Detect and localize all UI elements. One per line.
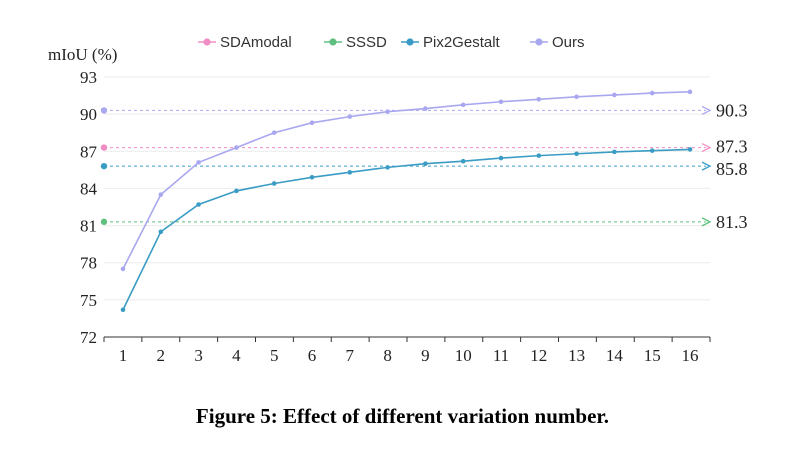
x-tick-label: 8 xyxy=(383,346,392,365)
grid-lines xyxy=(104,76,710,301)
data-point xyxy=(460,158,466,164)
y-tick-label: 84 xyxy=(80,179,98,198)
x-tick-label: 3 xyxy=(194,346,203,365)
data-point xyxy=(612,92,617,98)
legend-label: SDAmodal xyxy=(220,34,292,51)
data-point xyxy=(687,89,693,95)
data-point xyxy=(385,109,390,114)
legend-swatch-marker xyxy=(203,38,211,46)
data-point xyxy=(158,192,164,197)
x-tick-label: 9 xyxy=(421,346,430,365)
x-tick-label: 13 xyxy=(568,346,585,365)
baseline-marker xyxy=(100,107,108,114)
arrow-icon xyxy=(701,142,712,153)
data-point xyxy=(234,188,239,194)
legend-label: SSSD xyxy=(346,34,387,51)
x-tick-label: 16 xyxy=(682,346,699,365)
data-point xyxy=(196,160,201,165)
legend-label: Pix2Gestalt xyxy=(423,34,501,51)
data-point xyxy=(687,147,693,152)
data-point xyxy=(423,106,428,111)
baseline-value-label: 85.8 xyxy=(716,159,748,179)
arrow-icon xyxy=(701,161,712,171)
data-point xyxy=(574,151,579,157)
data-point xyxy=(158,229,164,235)
data-point xyxy=(649,90,655,96)
y-tick-label: 75 xyxy=(80,291,97,310)
x-tick-label: 14 xyxy=(606,346,624,365)
x-tick-label: 12 xyxy=(530,346,547,365)
x-tick-label: 6 xyxy=(308,346,317,365)
legend-swatch-marker xyxy=(535,38,543,46)
legend-swatch-marker xyxy=(329,38,337,46)
data-point xyxy=(347,170,353,175)
y-tick-label: 81 xyxy=(80,217,97,236)
y-tick-label: 93 xyxy=(80,68,97,87)
series-line xyxy=(122,91,691,270)
arrow-icon xyxy=(701,217,712,227)
x-tick-label: 11 xyxy=(493,346,509,365)
x-tick-label: 4 xyxy=(232,346,241,365)
legend: SDAmodal SSSD Pix2Gestalt Ours xyxy=(198,34,585,51)
arrow-icon xyxy=(701,105,712,116)
data-point xyxy=(498,99,504,105)
legend-item: SSSD xyxy=(324,34,387,51)
legend-item: Pix2Gestalt xyxy=(401,34,501,51)
data-point xyxy=(460,102,466,108)
x-tick-label: 5 xyxy=(270,346,279,365)
baseline-value-label: 90.3 xyxy=(716,100,748,120)
x-tick-label: 10 xyxy=(455,346,472,365)
data-point xyxy=(347,114,353,119)
x-tick-label: 15 xyxy=(644,346,661,365)
data-point xyxy=(271,181,277,186)
data-point xyxy=(385,165,390,170)
x-tick-label: 1 xyxy=(119,346,128,365)
baseline-marker xyxy=(100,218,108,226)
data-point xyxy=(234,145,239,150)
series-line xyxy=(122,148,691,311)
legend-label: Ours xyxy=(552,34,585,51)
x-tick-label: 2 xyxy=(157,346,166,365)
y-tick-label: 72 xyxy=(80,328,97,347)
data-point xyxy=(120,307,126,313)
baseline-lines: 87.3 81.3 85.8 90.3 xyxy=(100,100,748,232)
data-point xyxy=(309,174,315,180)
data-point xyxy=(536,96,542,102)
legend-swatch-marker xyxy=(406,38,414,46)
baseline-value-label: 87.3 xyxy=(716,137,748,157)
data-point xyxy=(423,161,428,166)
data-point xyxy=(196,202,201,207)
baseline-marker xyxy=(100,162,108,170)
data-point xyxy=(612,149,617,155)
data-point xyxy=(120,266,126,272)
legend-item: SDAmodal xyxy=(198,34,292,51)
x-tick-label: 7 xyxy=(346,346,355,365)
baseline-value-label: 81.3 xyxy=(716,212,748,232)
y-tick-label: 90 xyxy=(80,105,97,124)
figure-caption: Figure 5: Effect of different variation … xyxy=(195,404,610,428)
legend-item: Ours xyxy=(530,34,585,51)
data-point xyxy=(498,155,504,161)
data-point xyxy=(536,153,542,158)
y-axis-label: mIoU (%) xyxy=(48,45,117,64)
data-point xyxy=(649,148,655,153)
data-point xyxy=(309,120,315,126)
baseline-marker xyxy=(100,144,108,151)
y-tick-label: 87 xyxy=(80,142,98,161)
data-point xyxy=(574,94,579,100)
data-point xyxy=(271,130,277,136)
series-lines xyxy=(120,89,693,313)
y-tick-label: 78 xyxy=(80,254,97,273)
